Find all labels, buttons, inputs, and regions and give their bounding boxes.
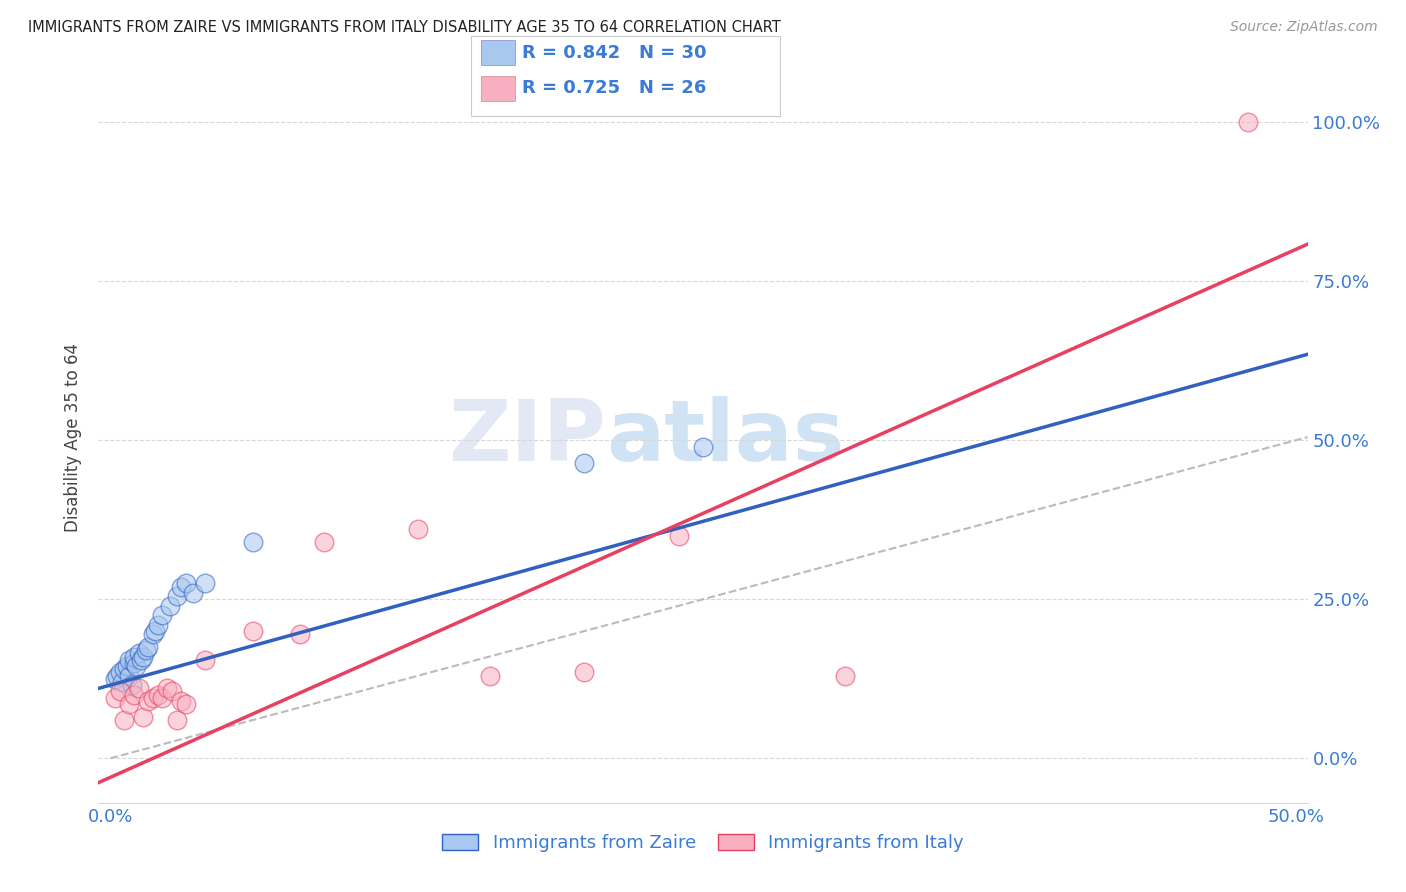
Point [118,653,141,667]
Text: Source: ZipAtlas.com: Source: ZipAtlas.com [1230,20,1378,34]
Point [574,456,596,470]
Point [146,688,169,702]
Point [135,643,157,657]
Point [142,627,165,641]
Point [132,649,155,664]
Point [122,688,145,702]
Point [408,522,430,536]
Point [115,659,138,673]
Point [152,690,174,705]
Point [104,672,127,686]
Point [129,653,152,667]
Point [288,627,311,641]
Point [478,668,501,682]
Point [105,668,128,682]
Text: R = 0.842   N = 30: R = 0.842 N = 30 [522,44,706,62]
Point [312,535,335,549]
Point [1237,115,1260,129]
Point [136,640,159,654]
Point [142,690,165,705]
Point [104,690,127,705]
Point [114,662,136,676]
Point [174,697,197,711]
Point [574,665,596,680]
Point [834,668,856,682]
Point [160,684,183,698]
Point [108,684,131,698]
Text: ZIP: ZIP [449,395,606,479]
Point [194,576,217,591]
Point [122,656,145,670]
Point [128,681,150,696]
Point [122,649,145,664]
Text: IMMIGRANTS FROM ZAIRE VS IMMIGRANTS FROM ITALY DISABILITY AGE 35 TO 64 CORRELATI: IMMIGRANTS FROM ZAIRE VS IMMIGRANTS FROM… [28,20,780,35]
Point [118,668,141,682]
Point [111,675,134,690]
Point [156,681,179,696]
Point [152,608,174,623]
Y-axis label: Disability Age 35 to 64: Disability Age 35 to 64 [65,343,83,532]
Legend: Immigrants from Zaire, Immigrants from Italy: Immigrants from Zaire, Immigrants from I… [434,827,972,860]
Point [194,653,217,667]
Text: R = 0.725   N = 26: R = 0.725 N = 26 [522,79,706,97]
Text: atlas: atlas [606,395,845,479]
Point [125,659,148,673]
Point [692,440,714,454]
Point [170,694,193,708]
Point [166,589,188,603]
Point [242,535,264,549]
Point [174,576,197,591]
Point [114,713,136,727]
Point [136,694,159,708]
Point [132,710,155,724]
Point [118,697,141,711]
Point [143,624,166,638]
Point [170,580,193,594]
Point [121,678,143,692]
Point [668,529,690,543]
Point [159,599,181,613]
Point [146,617,169,632]
Point [128,646,150,660]
Point [242,624,264,638]
Point [166,713,188,727]
Point [181,586,204,600]
Point [108,665,131,680]
